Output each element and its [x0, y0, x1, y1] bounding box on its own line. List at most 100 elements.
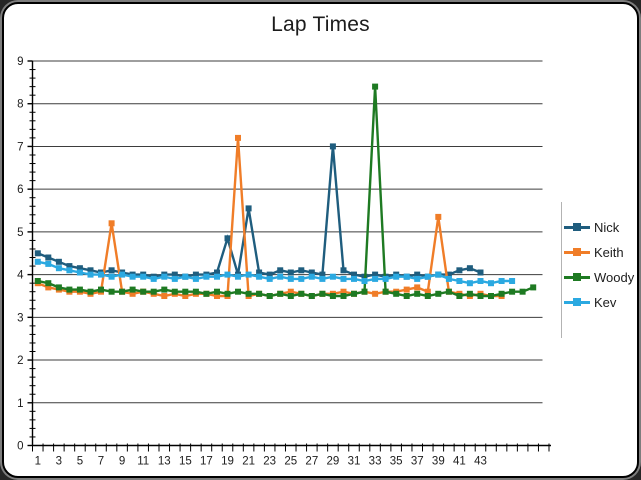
series-nick [34, 143, 484, 280]
data-point-marker [403, 286, 410, 293]
x-tick-label: 3 [56, 456, 62, 468]
y-tick-label: 2 [17, 355, 23, 367]
data-point-marker [329, 273, 336, 280]
legend-marker-nick-icon [564, 223, 590, 232]
y-axis: 0 1 2 3 4 5 6 7 8 9 [17, 56, 36, 453]
data-point-marker [203, 273, 210, 280]
series-kev [34, 258, 516, 287]
x-tick-label: 27 [305, 456, 318, 468]
data-point-marker [129, 273, 136, 280]
data-point-marker [108, 220, 115, 227]
data-point-marker [414, 290, 421, 297]
data-point-marker [87, 288, 94, 295]
data-point-marker [329, 293, 336, 299]
y-tick-label: 1 [17, 398, 23, 410]
data-point-marker [150, 288, 157, 295]
data-point-marker [235, 288, 241, 295]
legend-item-woody: Woody [564, 265, 634, 290]
data-point-marker [214, 269, 220, 276]
data-point-marker [76, 265, 83, 272]
data-point-marker [308, 269, 315, 276]
legend-label-kev: Kev [594, 295, 617, 310]
data-point-marker [182, 273, 189, 280]
data-point-marker [488, 293, 494, 299]
data-point-marker [403, 273, 410, 280]
x-tick-label: 43 [474, 456, 487, 468]
x-tick-label: 35 [390, 456, 403, 468]
x-tick-label: 9 [119, 456, 125, 468]
chart-title: Lap Times [271, 13, 370, 36]
data-point-marker [45, 260, 52, 267]
data-point-marker [340, 293, 347, 299]
y-tick-label: 5 [17, 227, 23, 239]
data-point-marker [372, 290, 379, 297]
data-point-marker [329, 143, 336, 150]
legend-label-keith: Keith [594, 245, 624, 260]
data-point-marker [66, 286, 73, 293]
data-point-marker [214, 288, 220, 295]
data-point-marker [456, 267, 463, 274]
data-point-marker [55, 258, 62, 265]
data-point-marker [424, 293, 431, 299]
data-point-marker [235, 134, 241, 141]
data-point-marker [34, 278, 41, 284]
data-point-marker [34, 258, 41, 265]
data-point-marker [351, 275, 357, 282]
data-point-marker [224, 235, 231, 242]
data-point-marker [445, 271, 452, 278]
data-point-marker [55, 265, 62, 272]
data-point-marker [435, 213, 442, 220]
data-point-marker [245, 205, 252, 212]
data-point-marker [456, 278, 463, 284]
data-point-marker [266, 293, 273, 299]
legend-item-kev: Kev [564, 290, 634, 315]
data-point-marker [277, 273, 284, 280]
data-point-marker [509, 278, 516, 284]
data-point-marker [119, 271, 126, 278]
data-point-marker [266, 275, 273, 282]
x-tick-label: 39 [432, 456, 445, 468]
data-point-marker [319, 275, 326, 282]
x-tick-label: 17 [200, 456, 213, 468]
data-point-marker [361, 278, 368, 284]
data-point-marker [129, 286, 136, 293]
data-point-marker [161, 286, 168, 293]
data-point-marker [498, 290, 505, 297]
data-point-marker [214, 293, 220, 299]
x-axis: 1 3 5 7 9 11 13 15 17 19 21 23 25 27 29 31 33 35 37 39 41 43 [32, 443, 551, 468]
data-point-marker [393, 273, 400, 280]
data-point-marker [298, 275, 305, 282]
data-point-marker [266, 271, 273, 278]
data-point-marker [287, 269, 294, 276]
data-point-marker [445, 288, 452, 295]
data-point-marker [287, 293, 294, 299]
data-point-marker [519, 288, 526, 295]
data-point-marker [161, 273, 168, 280]
y-tick-label: 4 [17, 270, 24, 282]
data-point-marker [245, 290, 252, 297]
data-point-marker [477, 269, 484, 276]
data-point-marker [435, 271, 442, 278]
data-point-marker [224, 271, 231, 278]
data-point-marker [308, 293, 315, 299]
data-point-marker [256, 273, 263, 280]
data-point-marker [351, 271, 357, 278]
data-point-marker [45, 284, 52, 291]
legend-label-nick: Nick [594, 220, 620, 235]
data-point-marker [424, 273, 431, 280]
data-point-marker [319, 271, 326, 278]
data-point-marker [192, 288, 199, 295]
legend-label-woody: Woody [594, 270, 635, 285]
data-point-marker [393, 290, 400, 297]
y-tick-label: 0 [17, 441, 23, 453]
data-point-marker [192, 271, 199, 278]
data-point-marker [287, 288, 294, 295]
legend-marker-woody-icon [564, 273, 590, 282]
data-point-marker [66, 263, 73, 270]
y-tick-label: 7 [17, 141, 23, 153]
legend-item-keith: Keith [564, 240, 634, 265]
data-point-marker [308, 273, 315, 280]
x-tick-label: 5 [77, 456, 83, 468]
data-point-marker [182, 293, 189, 299]
